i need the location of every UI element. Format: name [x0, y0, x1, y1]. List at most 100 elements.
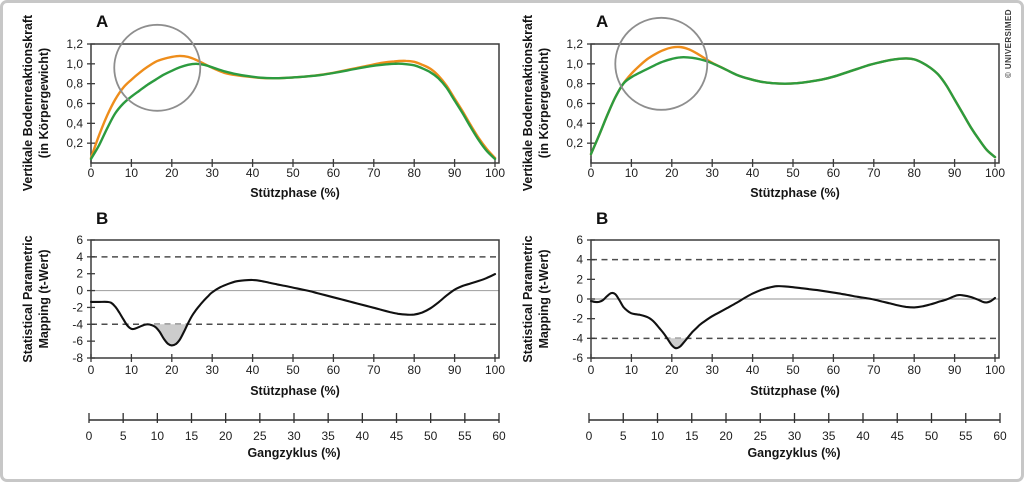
x-tick-label: 70 [367, 363, 381, 377]
highlight-circle [113, 23, 202, 112]
y-tick-label: 2 [576, 272, 583, 286]
x-tick-label: 90 [448, 166, 462, 180]
ruler-tick-label: 45 [891, 429, 905, 443]
x-tick-label: 30 [706, 166, 720, 180]
x-tick-label: 20 [165, 363, 179, 377]
axis-title-left-gangzyklus: Gangzyklus (%) [247, 446, 341, 460]
x-tick-label: 100 [485, 166, 505, 180]
y-tick-label: 4 [576, 253, 583, 267]
x-tick-label: 60 [327, 166, 341, 180]
y-tick-label: 0,2 [66, 136, 83, 150]
x-tick-label: 30 [206, 166, 220, 180]
ruler-tick-label: 0 [586, 429, 593, 443]
y-tick-label: -2 [572, 312, 583, 326]
ruler-tick-label: 5 [620, 429, 627, 443]
x-tick-label: 40 [246, 363, 260, 377]
x-tick-label: 10 [125, 363, 139, 377]
y-tick-label: -4 [72, 317, 83, 331]
y-tick-label: 0,6 [66, 97, 83, 111]
x-tick-label: 100 [985, 166, 1005, 180]
ruler-tick-label: 55 [959, 429, 973, 443]
highlight-circle [614, 16, 709, 111]
panel-label-left-a: A [96, 12, 109, 31]
orange-series-path [589, 45, 997, 159]
ruler-tick-label: 45 [390, 429, 404, 443]
y-tick-label: -2 [72, 300, 83, 314]
significance-shade [147, 324, 188, 346]
x-tick-label: 80 [908, 166, 922, 180]
x-tick-label: 80 [408, 363, 422, 377]
x-tick-label: 60 [827, 363, 841, 377]
x-tick-label: 90 [448, 363, 462, 377]
ruler-tick-label: 10 [151, 429, 165, 443]
ruler-tick-label: 35 [321, 429, 335, 443]
y-tick-label: 0 [576, 292, 583, 306]
ruler-tick-label: 60 [492, 429, 506, 443]
x-tick-label: 70 [867, 363, 881, 377]
t-curve-series-path [589, 285, 997, 350]
y-tick-label: 6 [576, 233, 583, 247]
x-tick-label: 100 [485, 363, 505, 377]
x-tick-label: 90 [948, 363, 962, 377]
left-grf-chart: 0 10 20 30 40 50 60 70 80 90 100 1,2 1,0 0,8 0,6 0,4 0,2 [66, 23, 505, 180]
x-tick-label: 50 [286, 166, 300, 180]
ruler-tick-label: 25 [253, 429, 267, 443]
panel-label-left-b: B [96, 209, 109, 228]
y-tick-label: 0 [76, 284, 83, 298]
ruler-tick-label: 10 [651, 429, 665, 443]
right-grf-chart: 0 10 20 30 40 50 60 70 80 90 100 1,2 1,0 0,8 0,6 0,4 0,2 [566, 16, 1005, 180]
x-tick-label: 40 [746, 166, 760, 180]
axis-title-right-gangzyklus: Gangzyklus (%) [747, 446, 841, 460]
ruler-tick-label: 15 [685, 429, 699, 443]
orange-series-path [89, 54, 497, 160]
x-tick-label: 80 [908, 363, 922, 377]
y-tick-label: -6 [72, 334, 83, 348]
panel-label-right-b: B [596, 209, 609, 228]
ruler-tick-label: 55 [458, 429, 472, 443]
x-tick-label: 40 [246, 166, 260, 180]
x-tick-label: 50 [786, 166, 800, 180]
t-curve-series-path [89, 273, 497, 347]
left-gangzyklus-axis: 0 5 10 15 20 25 30 35 40 45 50 55 60 [86, 413, 506, 443]
y-tick-label: 1,0 [566, 57, 583, 71]
x-tick-label: 30 [206, 363, 220, 377]
x-tick-label: 100 [985, 363, 1005, 377]
ruler-tick-label: 30 [788, 429, 802, 443]
y-tick-label: 0,4 [566, 116, 583, 130]
x-tick-label: 60 [827, 166, 841, 180]
x-tick-label: 70 [867, 166, 881, 180]
x-tick-label: 0 [88, 166, 95, 180]
x-tick-label: 20 [665, 166, 679, 180]
ruler-tick-label: 20 [719, 429, 733, 443]
x-tick-label: 90 [948, 166, 962, 180]
y-tick-label: -6 [572, 351, 583, 365]
y-tick-label: -4 [572, 331, 583, 345]
y-tick-label: 4 [76, 250, 83, 264]
ruler-tick-label: 40 [356, 429, 370, 443]
ruler-tick-label: 0 [86, 429, 93, 443]
plot-frame [90, 43, 500, 164]
y-tick-label: 0,2 [566, 136, 583, 150]
y-tick-label: 0,6 [566, 97, 583, 111]
y-tick-label: 0,8 [566, 77, 583, 91]
ruler-tick-label: 60 [993, 429, 1007, 443]
green-series-path [89, 62, 497, 161]
x-tick-label: 10 [125, 166, 139, 180]
panel-label-right-a: A [596, 12, 609, 31]
x-tick-label: 0 [88, 363, 95, 377]
ruler-tick-label: 40 [856, 429, 870, 443]
y-tick-label: -8 [72, 351, 83, 365]
figure-canvas: A Vertikale Bodenreaktionskraft (in Körp… [3, 3, 1021, 479]
y-tick-label: 0,4 [66, 116, 83, 130]
ruler-tick-label: 20 [219, 429, 233, 443]
x-axis-title-right-b: Stützphase (%) [750, 384, 840, 398]
ruler-tick-label: 15 [185, 429, 199, 443]
x-tick-label: 10 [625, 363, 639, 377]
x-axis-title-left-a: Stützphase (%) [250, 186, 340, 200]
y-tick-label: 2 [76, 267, 83, 281]
green-series-path [589, 56, 997, 159]
right-gangzyklus-axis: 0 5 10 15 20 25 30 35 40 45 50 55 60 [586, 413, 1007, 443]
